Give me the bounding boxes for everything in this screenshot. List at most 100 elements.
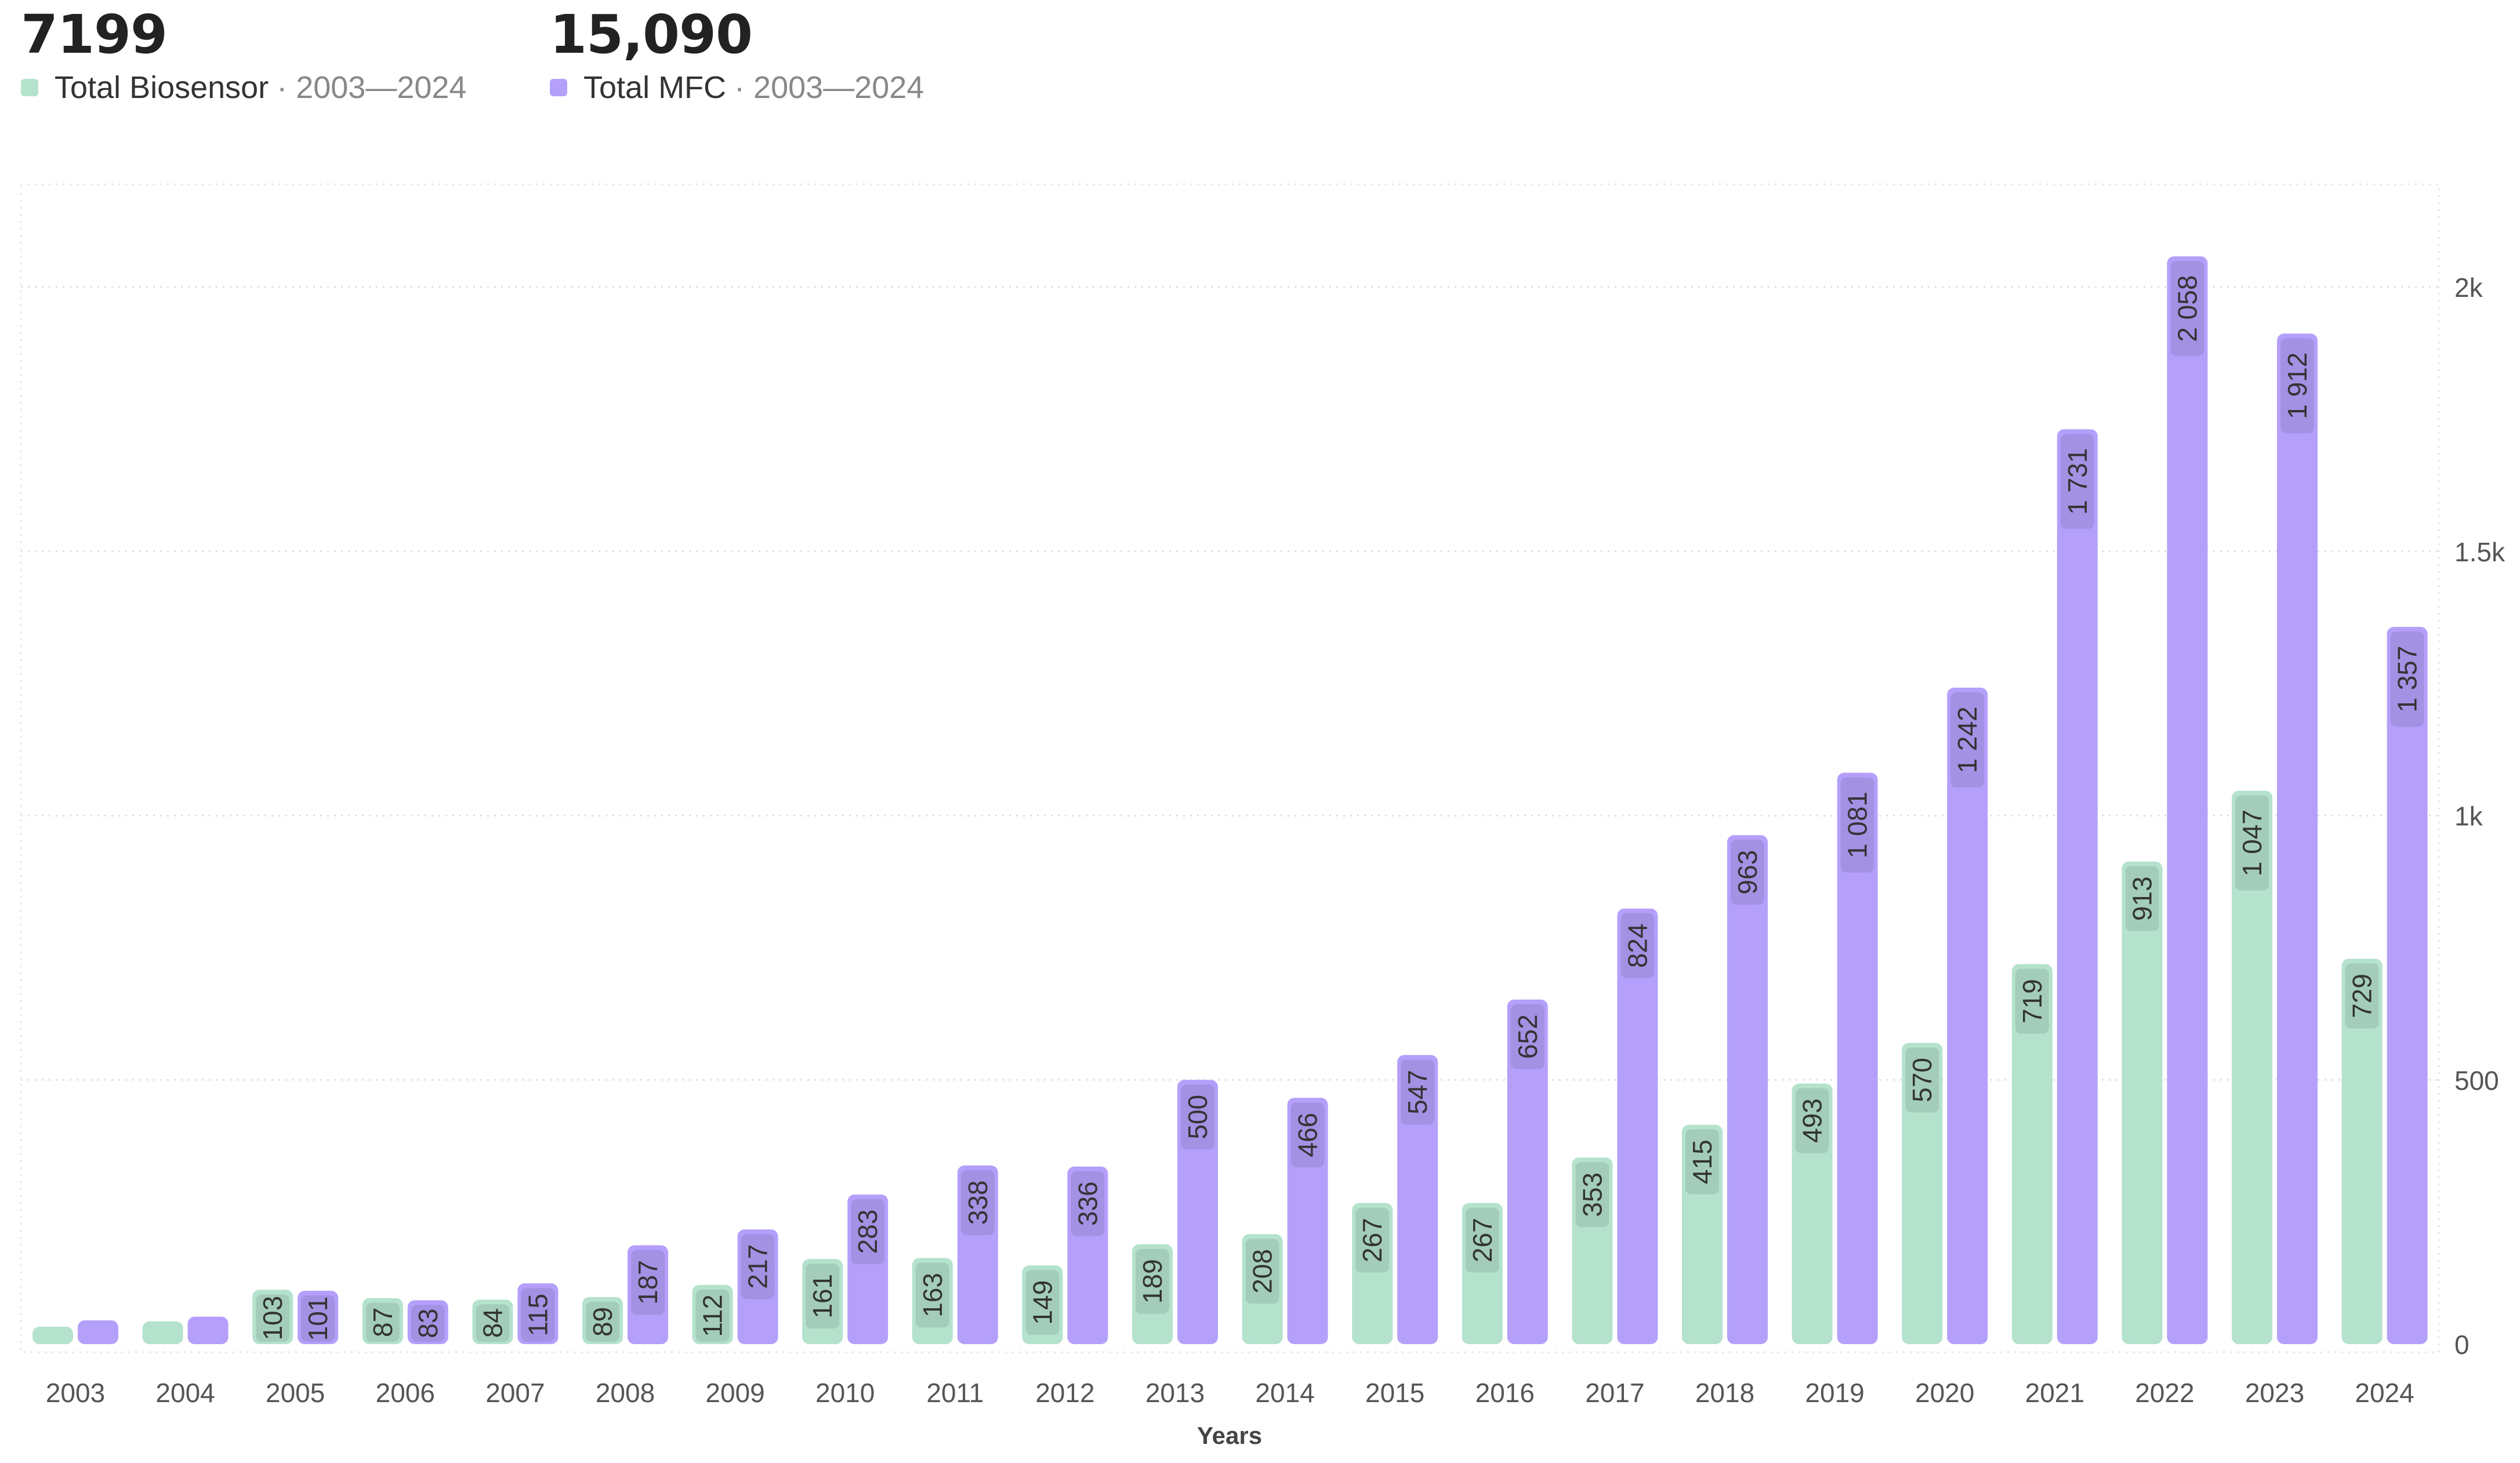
- bar-biosensor-2022[interactable]: [2122, 861, 2163, 1344]
- bar-mfc-2007[interactable]: [517, 1283, 559, 1344]
- data-label-mfc-2020: 1 242: [1952, 706, 1982, 773]
- data-label-pill: [1510, 1004, 1544, 1069]
- data-label-pill: [806, 1264, 840, 1329]
- data-label-mfc-2012: 336: [1072, 1181, 1103, 1226]
- data-label-mfc-2007: 115: [523, 1294, 553, 1336]
- bar-biosensor-2008[interactable]: [582, 1297, 623, 1344]
- data-label-pill: [695, 1289, 730, 1342]
- bar-mfc-2004[interactable]: [187, 1316, 229, 1344]
- legend-label-mfc: Total MFC: [583, 70, 727, 105]
- data-label-mfc-2013: 500: [1183, 1095, 1213, 1139]
- bar-mfc-2005[interactable]: [298, 1290, 339, 1344]
- data-label-biosensor-2015: 267: [1357, 1218, 1387, 1262]
- data-label-biosensor-2012: 149: [1027, 1280, 1057, 1325]
- data-label-pill: [1840, 777, 1874, 873]
- kpi-biosensor-value: 7199: [21, 3, 168, 66]
- data-label-pill: [2125, 866, 2159, 931]
- x-tick-label: 2018: [1695, 1378, 1754, 1408]
- bar-mfc-2022[interactable]: [2167, 256, 2208, 1344]
- bar-biosensor-2009[interactable]: [692, 1284, 733, 1344]
- data-label-pill: [301, 1295, 335, 1342]
- data-label-biosensor-2011: 163: [918, 1273, 948, 1317]
- bar-biosensor-2012[interactable]: [1022, 1265, 1063, 1344]
- bar-mfc-2018[interactable]: [1727, 835, 1768, 1344]
- bar-mfc-2016[interactable]: [1507, 999, 1548, 1344]
- data-label-pill: [1795, 1088, 1829, 1153]
- data-label-mfc-2021: 1 731: [2062, 448, 2093, 515]
- bar-mfc-2019[interactable]: [1837, 772, 1878, 1344]
- bar-mfc-2021[interactable]: [2057, 429, 2098, 1344]
- bar-biosensor-2014[interactable]: [1242, 1234, 1283, 1344]
- data-label-pill: [1685, 1129, 1719, 1195]
- data-label-mfc-2011: 338: [963, 1181, 993, 1225]
- legend-range-biosensor: · 2003—2024: [277, 70, 467, 105]
- bar-mfc-2023[interactable]: [2277, 333, 2318, 1345]
- data-label-pill: [1620, 913, 1655, 978]
- kpi-mfc: 15,090 Total MFC · 2003—2024: [550, 8, 924, 103]
- bar-biosensor-2019[interactable]: [1792, 1083, 1833, 1344]
- data-label-biosensor-2020: 570: [1907, 1058, 1937, 1102]
- data-label-pill: [1905, 1047, 1939, 1113]
- bar-biosensor-2023[interactable]: [2232, 790, 2272, 1344]
- data-label-pill: [256, 1294, 290, 1342]
- x-tick-label: 2008: [596, 1378, 655, 1408]
- data-label-mfc-2019: 1 081: [1843, 792, 1873, 858]
- legend-item-biosensor[interactable]: Total Biosensor · 2003—2024: [21, 72, 466, 103]
- data-label-pill: [1401, 1059, 1435, 1125]
- bar-biosensor-2024[interactable]: [2341, 959, 2383, 1344]
- data-label-pill: [1290, 1102, 1325, 1168]
- data-label-pill: [1355, 1207, 1390, 1273]
- bar-biosensor-2013[interactable]: [1132, 1244, 1173, 1344]
- bar-biosensor-2007[interactable]: [472, 1299, 513, 1344]
- bar-mfc-2014[interactable]: [1287, 1098, 1328, 1344]
- bar-biosensor-2003[interactable]: [32, 1326, 73, 1344]
- data-label-pill: [631, 1250, 665, 1315]
- x-tick-label: 2010: [815, 1378, 875, 1408]
- bar-mfc-2012[interactable]: [1067, 1166, 1108, 1344]
- bar-mfc-2024[interactable]: [2387, 627, 2428, 1344]
- bar-biosensor-2017[interactable]: [1572, 1157, 1613, 1344]
- y-tick-label: 500: [2454, 1065, 2499, 1095]
- x-tick-label: 2004: [155, 1378, 215, 1408]
- data-label-pill: [2170, 261, 2204, 357]
- data-label-pill: [1575, 1162, 1609, 1228]
- data-label-pill: [586, 1301, 619, 1342]
- bar-mfc-2008[interactable]: [628, 1245, 668, 1344]
- bar-mfc-2020[interactable]: [1947, 687, 1988, 1344]
- bar-biosensor-2004[interactable]: [142, 1321, 183, 1344]
- bar-biosensor-2011[interactable]: [912, 1258, 953, 1344]
- bar-biosensor-2021[interactable]: [2011, 964, 2053, 1344]
- data-label-mfc-2014: 466: [1293, 1113, 1323, 1157]
- bar-biosensor-2020[interactable]: [1902, 1043, 1943, 1344]
- x-tick-label: 2019: [1805, 1378, 1864, 1408]
- bar-mfc-2015[interactable]: [1397, 1055, 1438, 1344]
- x-tick-label: 2009: [705, 1378, 764, 1408]
- bar-biosensor-2016[interactable]: [1462, 1203, 1503, 1344]
- x-tick-label: 2024: [2355, 1378, 2414, 1408]
- bar-mfc-2010[interactable]: [847, 1195, 889, 1344]
- bar-biosensor-2010[interactable]: [802, 1259, 843, 1344]
- bar-mfc-2011[interactable]: [957, 1165, 998, 1344]
- x-tick-label: 2012: [1035, 1378, 1094, 1408]
- x-tick-label: 2020: [1915, 1378, 1974, 1408]
- data-label-pill: [411, 1305, 445, 1342]
- data-label-biosensor-2014: 208: [1248, 1249, 1278, 1294]
- data-label-pill: [1181, 1084, 1214, 1150]
- data-label-mfc-2008: 187: [633, 1260, 663, 1305]
- x-tick-label: 2022: [2135, 1378, 2194, 1408]
- bar-biosensor-2005[interactable]: [252, 1290, 293, 1344]
- bar-mfc-2009[interactable]: [737, 1229, 778, 1344]
- bar-biosensor-2006[interactable]: [362, 1298, 403, 1344]
- bar-mfc-2003[interactable]: [78, 1320, 118, 1344]
- data-label-pill: [1025, 1270, 1060, 1335]
- bar-mfc-2006[interactable]: [407, 1300, 448, 1344]
- data-label-pill: [1465, 1207, 1499, 1273]
- data-label-mfc-2006: 83: [413, 1309, 443, 1338]
- bar-mfc-2017[interactable]: [1617, 908, 1658, 1344]
- biosensor-swatch: [21, 79, 38, 96]
- legend-item-mfc[interactable]: Total MFC · 2003—2024: [550, 72, 924, 103]
- bar-biosensor-2018[interactable]: [1682, 1124, 1723, 1344]
- bar-biosensor-2015[interactable]: [1352, 1203, 1393, 1344]
- bar-mfc-2013[interactable]: [1177, 1080, 1218, 1344]
- x-tick-label: 2013: [1145, 1378, 1205, 1408]
